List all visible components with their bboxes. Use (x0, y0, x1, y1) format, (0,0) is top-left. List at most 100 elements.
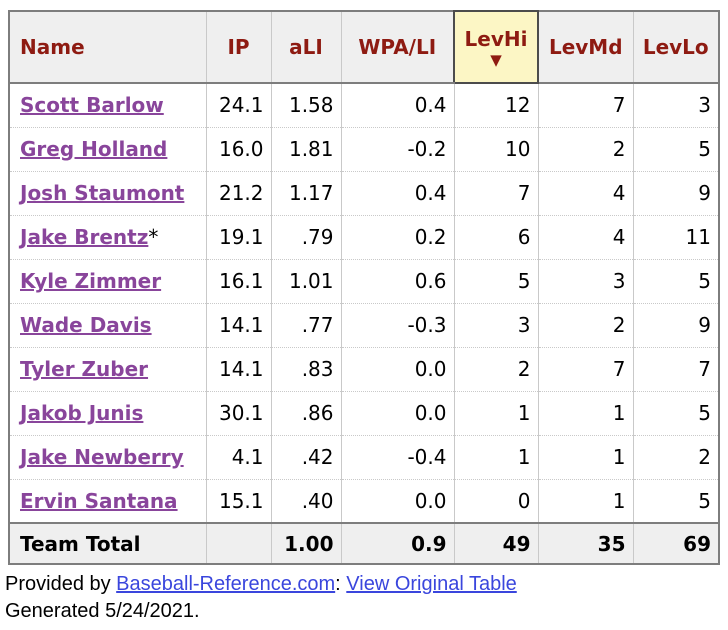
credits: Provided by Baseball-Reference.com: View… (5, 571, 728, 625)
player-link[interactable]: Scott Barlow (20, 93, 164, 118)
column-header-levhi[interactable]: LevHi ▼ (453, 10, 539, 84)
stat-cell-levmd: 3 (538, 258, 634, 303)
stat-cell-levhi: 3 (454, 302, 539, 347)
stat-cell-wpa-li: 0.4 (341, 83, 455, 127)
player-link[interactable]: Jakob Junis (20, 401, 144, 425)
column-header-wpa-li[interactable]: WPA/LI (341, 11, 455, 84)
leverage-stats-table: Name IP aLI WPA/LI LevHi ▼ LevMd LevLo Scott Ba… (8, 10, 720, 565)
stat-cell-levhi: 10 (454, 126, 539, 171)
player-link[interactable]: Jake Brentz (20, 225, 149, 249)
stat-cell-levmd: 1 (538, 478, 634, 523)
stat-cell-levlo: 11 (633, 214, 719, 259)
player-link[interactable]: Kyle Zimmer (20, 269, 162, 293)
player-link[interactable]: Jake Newberry (20, 445, 184, 469)
stat-cell-levlo: 5 (633, 126, 719, 171)
generated-line: Generated 5/24/2021. (5, 600, 200, 622)
stat-cell-levlo: 5 (633, 390, 719, 435)
sort-desc-icon: ▼ (490, 51, 502, 69)
column-header-levmd[interactable]: LevMd (538, 11, 634, 84)
stat-cell-levlo: 3 (633, 83, 719, 127)
provided-by-text: Provided by (5, 573, 117, 595)
column-header-ip[interactable]: IP (206, 11, 272, 84)
stat-cell-wpa-li: -0.3 (341, 302, 455, 347)
table-row: Wade Davis 14.1.77 -0.3 3 2 9 (9, 302, 719, 347)
total-cell-wpa-li: 0.9 (341, 522, 455, 564)
total-row: Team Total 1.00 0.9 49 35 69 (9, 522, 719, 564)
stat-cell-ali: .79 (271, 214, 342, 259)
player-cell: Wade Davis (9, 302, 207, 347)
stat-cell-ali: .83 (271, 346, 342, 391)
separator-text: : (335, 573, 347, 595)
player-link[interactable]: Josh Staumont (20, 181, 185, 205)
stat-cell-wpa-li: -0.2 (341, 126, 455, 171)
stat-cell-wpa-li: 0.0 (341, 390, 455, 435)
total-cell-ip (206, 522, 272, 564)
table-row: Jake Newberry 4.1.42 -0.4 1 1 2 (9, 434, 719, 479)
header-row: Name IP aLI WPA/LI LevHi ▼ LevMd LevLo (9, 10, 719, 84)
stat-cell-levmd: 2 (538, 126, 634, 171)
player-link[interactable]: Wade Davis (20, 313, 152, 337)
stat-cell-levhi: 2 (454, 346, 539, 391)
stat-cell-levhi: 12 (454, 83, 539, 127)
total-label: Team Total (9, 522, 207, 564)
stat-cell-levlo: 5 (633, 478, 719, 523)
player-link[interactable]: Ervin Santana (20, 488, 178, 513)
player-cell: Jake Newberry (9, 434, 207, 479)
table-row: Jakob Junis 30.1.86 0.0 1 1 5 (9, 390, 719, 435)
table-body: Scott Barlow 24.1 1.58 0.4 12 7 3 Greg Holland 1… (9, 83, 719, 523)
stat-cell-ali: .42 (271, 434, 342, 479)
stat-cell-ip: 16.0 (206, 126, 272, 171)
stat-cell-ip: 14.1 (206, 346, 272, 391)
stat-cell-ip: 30.1 (206, 390, 272, 435)
stat-cell-levhi: 6 (454, 214, 539, 259)
total-cell-levlo: 69 (633, 522, 719, 564)
stat-cell-ali: 1.58 (271, 83, 342, 127)
stat-cell-ali: .86 (271, 390, 342, 435)
stat-cell-ip: 15.1 (206, 478, 272, 523)
table-row: Tyler Zuber 14.1.83 0.0 2 7 7 (9, 346, 719, 391)
table-row: Ervin Santana 15.1.40 0.0 0 1 5 (9, 478, 719, 523)
player-cell: Tyler Zuber (9, 346, 207, 391)
stat-cell-wpa-li: 0.0 (341, 478, 455, 523)
stat-cell-wpa-li: 0.6 (341, 258, 455, 303)
stat-cell-ali: 1.17 (271, 170, 342, 215)
stat-cell-wpa-li: 0.0 (341, 346, 455, 391)
player-link[interactable]: Greg Holland (20, 137, 168, 161)
stat-cell-ip: 4.1 (206, 434, 272, 479)
stat-cell-levhi: 0 (454, 478, 539, 523)
stat-cell-ali: 1.81 (271, 126, 342, 171)
table-row: Scott Barlow 24.1 1.58 0.4 12 7 3 (9, 83, 719, 127)
stat-cell-ip: 19.1 (206, 214, 272, 259)
stat-cell-levlo: 9 (633, 302, 719, 347)
stat-cell-ip: 14.1 (206, 302, 272, 347)
stat-cell-levmd: 2 (538, 302, 634, 347)
column-header-levlo[interactable]: LevLo (633, 11, 719, 84)
stat-cell-levlo: 5 (633, 258, 719, 303)
table-row: Kyle Zimmer 16.1 1.01 0.6 5 3 5 (9, 258, 719, 303)
player-cell: Josh Staumont (9, 170, 207, 215)
stat-cell-wpa-li: 0.2 (341, 214, 455, 259)
stat-cell-ip: 16.1 (206, 258, 272, 303)
stat-cell-wpa-li: 0.4 (341, 170, 455, 215)
player-link[interactable]: Tyler Zuber (20, 357, 149, 381)
stat-cell-levhi: 5 (454, 258, 539, 303)
player-cell: Jake Brentz* (9, 214, 207, 259)
source-link[interactable]: Baseball-Reference.com (116, 573, 336, 595)
stat-cell-levmd: 4 (538, 214, 634, 259)
player-cell: Jakob Junis (9, 390, 207, 435)
column-header-ali[interactable]: aLI (271, 11, 342, 84)
total-cell-levhi: 49 (454, 522, 539, 564)
table-row: Greg Holland 16.0 1.81 -0.2 10 2 5 (9, 126, 719, 171)
stat-cell-levlo: 9 (633, 170, 719, 215)
column-header-name[interactable]: Name (9, 11, 207, 84)
table-row: Josh Staumont 21.2 1.17 0.4 7 4 9 (9, 170, 719, 215)
total-cell-levmd: 35 (538, 522, 634, 564)
stat-cell-wpa-li: -0.4 (341, 434, 455, 479)
stat-cell-ali: 1.01 (271, 258, 342, 303)
player-cell: Kyle Zimmer (9, 258, 207, 303)
view-original-link[interactable]: View Original Table (346, 573, 517, 595)
stat-cell-ip: 24.1 (206, 83, 272, 127)
stat-cell-levlo: 7 (633, 346, 719, 391)
stat-cell-levmd: 4 (538, 170, 634, 215)
